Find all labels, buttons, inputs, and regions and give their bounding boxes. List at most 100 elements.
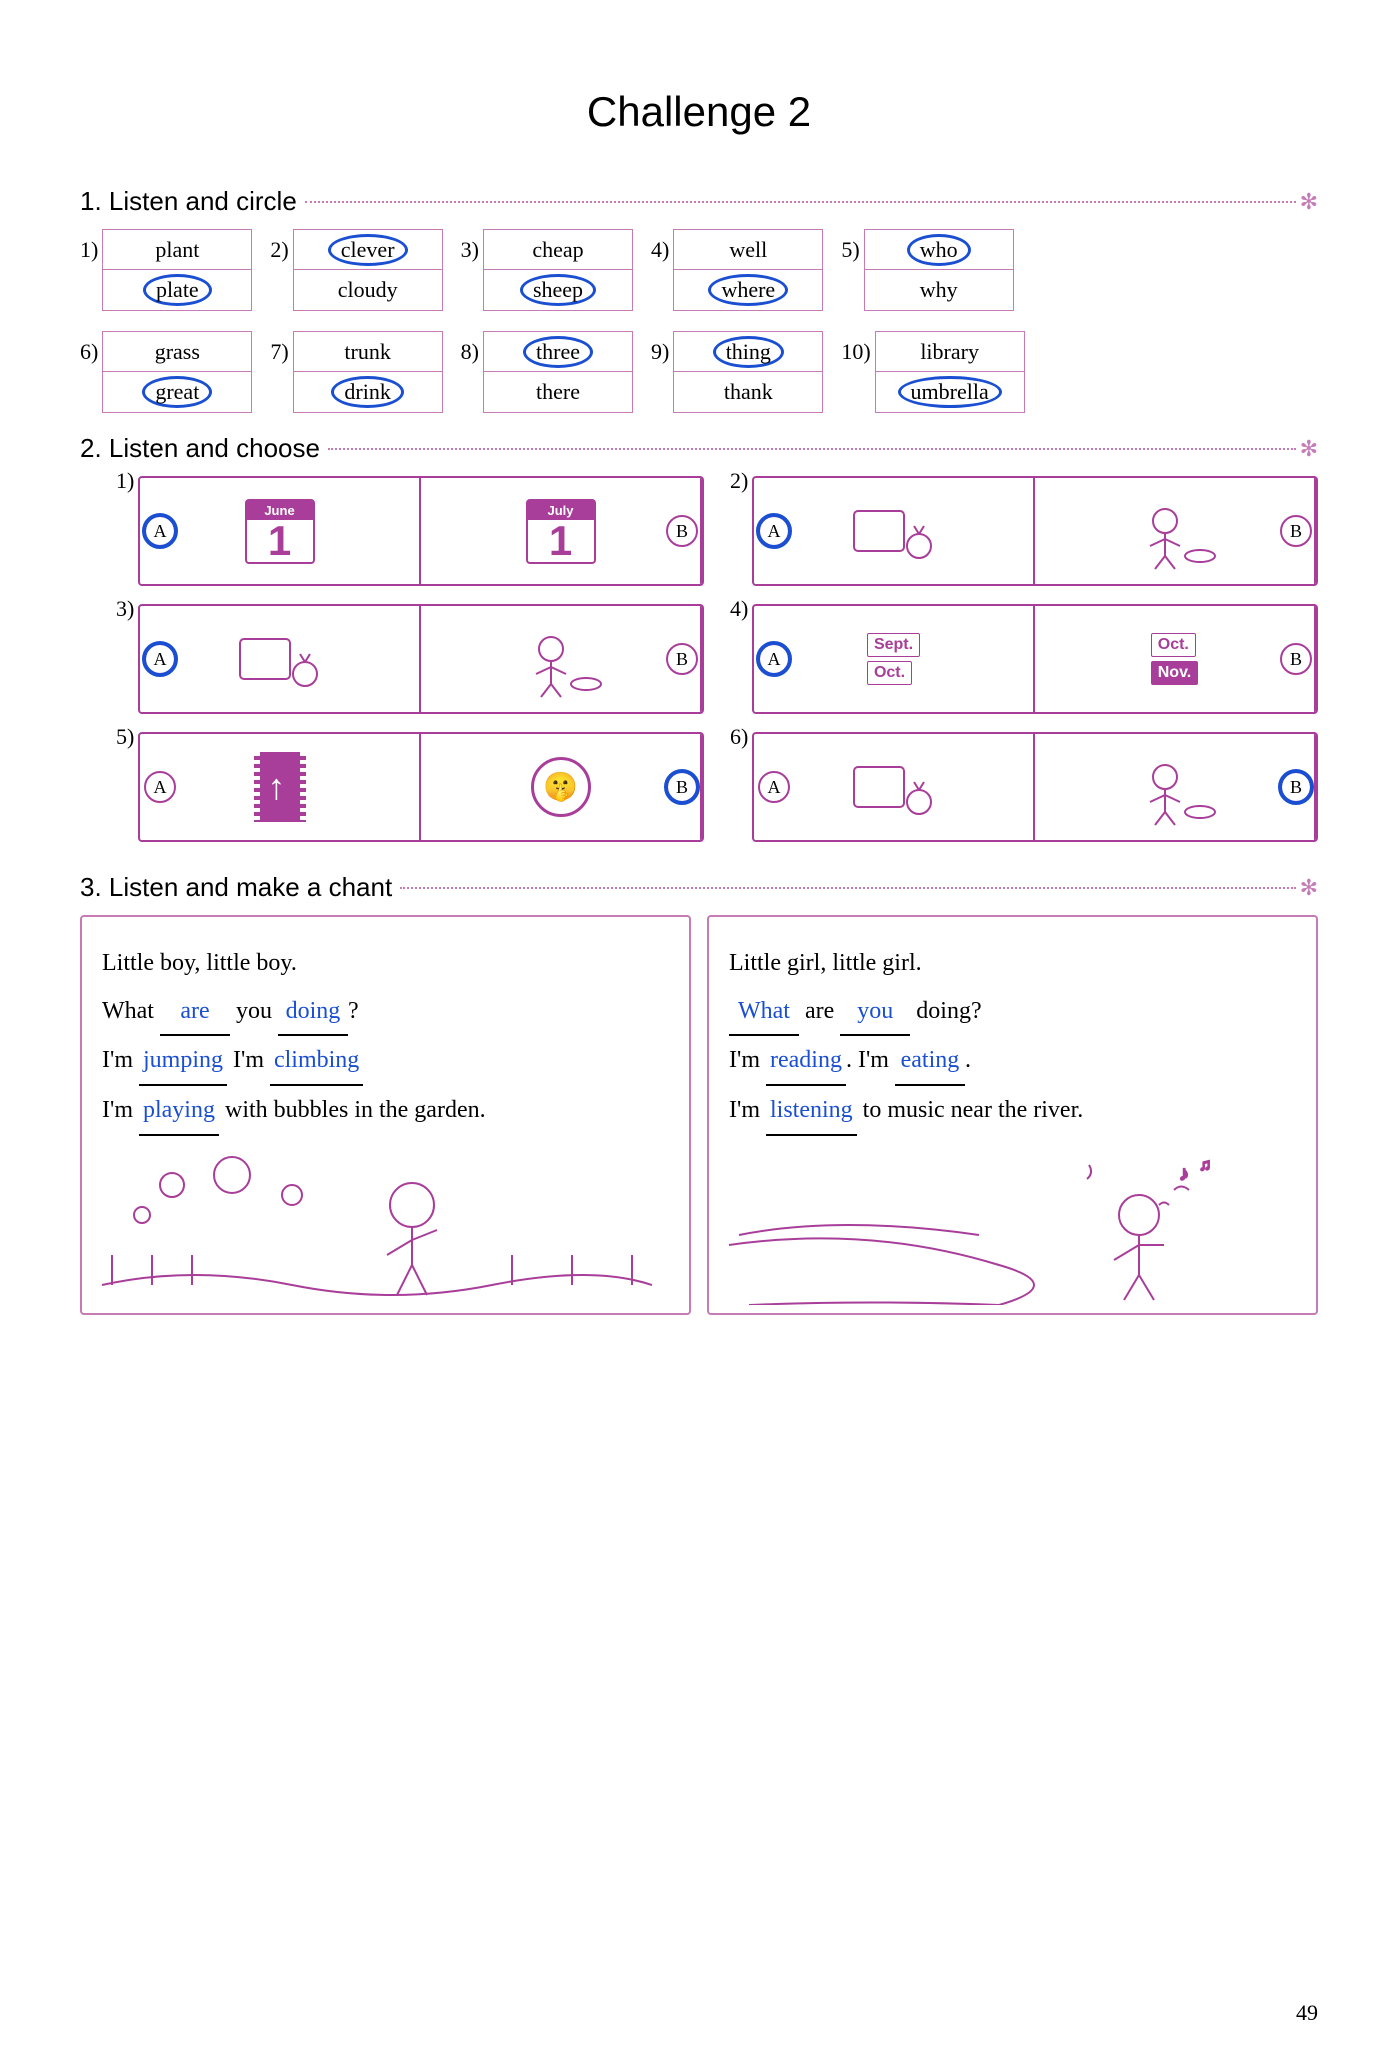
badge-b: B <box>1280 771 1312 803</box>
word-cell: cloudy <box>294 270 442 310</box>
word-text: cheap <box>532 237 583 263</box>
word-text: grass <box>155 339 200 365</box>
word-cell: plant <box>103 230 251 270</box>
picture-icon <box>1125 747 1225 827</box>
word-cell: trunk <box>294 332 442 372</box>
svg-text:♪: ♪ <box>1179 1163 1189 1185</box>
star-icon: ✻ <box>1300 436 1318 462</box>
word-text: cloudy <box>338 277 398 303</box>
blank: What <box>729 989 799 1037</box>
badge-a: A <box>144 643 176 675</box>
section2-title: 2. Listen and choose <box>80 433 320 464</box>
badge-b: B <box>666 643 698 675</box>
word-cell: thing <box>674 332 822 372</box>
blank: are <box>160 989 230 1037</box>
word-pair: 2) clever cloudy <box>270 229 442 311</box>
chant-grid: Little boy, little boy. What are you doi… <box>80 915 1318 1315</box>
blank: jumping <box>139 1038 227 1086</box>
picture-icon <box>1125 491 1225 571</box>
badge-a: A <box>144 771 176 803</box>
word-pair: 5)whowhy <box>841 229 1013 311</box>
word-text: there <box>536 379 580 405</box>
option-a <box>754 478 1035 584</box>
badge-a: A <box>758 515 790 547</box>
badge-b: B <box>1280 643 1312 675</box>
badge-b: B <box>1280 515 1312 547</box>
word-text: thank <box>724 379 773 405</box>
word-pair: 3) cheap sheep <box>461 229 633 311</box>
word-text: umbrella <box>898 376 1002 408</box>
svg-text:♫: ♫ <box>1199 1157 1211 1174</box>
word-cell: there <box>484 372 632 412</box>
picture-icon <box>844 747 944 827</box>
word-text: trunk <box>344 339 390 365</box>
item-number: 3) <box>116 596 134 622</box>
picture-icon <box>511 619 611 699</box>
word-text: plant <box>155 237 199 263</box>
chant-right: Little girl, little girl. What are you d… <box>707 915 1318 1315</box>
option-b <box>421 606 702 712</box>
blank: listening <box>766 1088 857 1136</box>
item-number: 2) <box>270 237 288 263</box>
word-cell: cheap <box>484 230 632 270</box>
word-cell: plate <box>103 270 251 310</box>
chant-text: I'm listening to music near the river. <box>729 1088 1296 1136</box>
word-text: drink <box>331 376 403 408</box>
word-cell: great <box>103 372 251 412</box>
word-text: library <box>920 339 979 365</box>
item-number: 8) <box>461 339 479 365</box>
chant-left: Little boy, little boy. What are you doi… <box>80 915 691 1315</box>
boy-bubbles-icon <box>92 1145 652 1305</box>
word-pair: 10)libraryumbrella <box>841 331 1024 413</box>
choose-item: 1)June1July1AB <box>120 476 704 586</box>
word-cell: library <box>876 332 1024 372</box>
word-text: who <box>907 234 971 266</box>
word-pair: 9)thingthank <box>651 331 823 413</box>
badge-a: A <box>758 643 790 675</box>
badge-a: A <box>758 771 790 803</box>
item-number: 7) <box>270 339 288 365</box>
section1-row2: 6)grassgreat7)trunkdrink8)threethere9)th… <box>80 331 1318 413</box>
word-cell: sheep <box>484 270 632 310</box>
item-number: 4) <box>730 596 748 622</box>
section2-heading: 2. Listen and choose ✻ <box>80 433 1318 464</box>
section3-heading: 3. Listen and make a chant ✻ <box>80 872 1318 903</box>
choose-grid: 1)June1July1AB2)AB3)AB4)Sept.Oct.Oct.Nov… <box>120 476 1318 842</box>
chant-text: I'm playing with bubbles in the garden. <box>102 1088 669 1136</box>
chant-text: What are you doing? <box>729 989 1296 1037</box>
option-a <box>754 734 1035 840</box>
option-a: Sept.Oct. <box>754 606 1035 712</box>
page-number: 49 <box>1296 2000 1318 2026</box>
badge-a: A <box>144 515 176 547</box>
blank: climbing <box>270 1038 363 1086</box>
star-icon: ✻ <box>1300 875 1318 901</box>
blank: you <box>840 989 910 1037</box>
word-cell: who <box>865 230 1013 270</box>
option-b <box>1035 734 1316 840</box>
word-cell: drink <box>294 372 442 412</box>
word-cell: three <box>484 332 632 372</box>
chant-text: I'm reading. I'm eating. <box>729 1038 1296 1086</box>
word-text: great <box>142 376 212 408</box>
chant-text: Little girl, little girl. <box>729 941 1296 987</box>
section3-title: 3. Listen and make a chant <box>80 872 392 903</box>
option-a: ↑ <box>140 734 421 840</box>
chant-text: I'm jumping I'm climbing <box>102 1038 669 1086</box>
word-text: why <box>920 277 958 303</box>
item-number: 1) <box>80 237 98 263</box>
word-cell: why <box>865 270 1013 310</box>
blank: eating <box>895 1038 965 1086</box>
girl-music-icon: ♪ ♫ <box>719 1145 1279 1305</box>
item-number: 4) <box>651 237 669 263</box>
chant-text: Little boy, little boy. <box>102 941 669 987</box>
word-cell: thank <box>674 372 822 412</box>
word-cell: where <box>674 270 822 310</box>
word-text: three <box>523 336 593 368</box>
word-pair: 7) trunk drink <box>270 331 442 413</box>
option-a: June1 <box>140 478 421 584</box>
item-number: 3) <box>461 237 479 263</box>
page-title: Challenge 2 <box>80 88 1318 136</box>
option-b <box>1035 478 1316 584</box>
word-text: clever <box>328 234 408 266</box>
word-pair: 6)grassgreat <box>80 331 252 413</box>
